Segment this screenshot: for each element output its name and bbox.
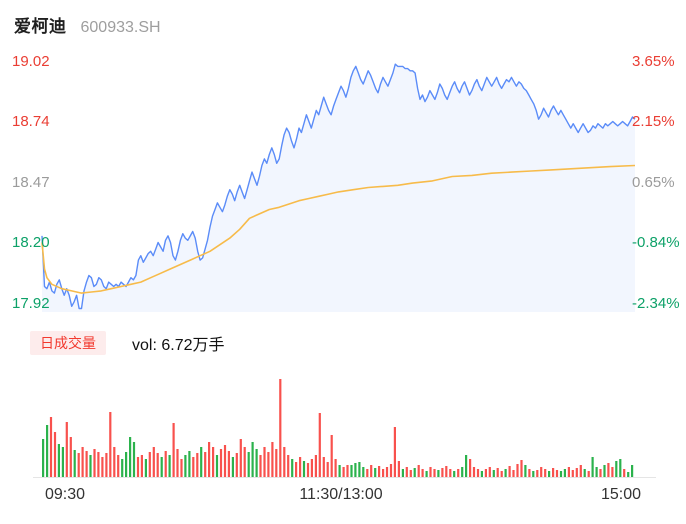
stock-code: 600933.SH bbox=[80, 19, 161, 36]
pct-tick-high: 3.65% bbox=[632, 53, 675, 70]
volume-total-value: vol: 6.72万手 bbox=[132, 337, 225, 354]
time-tick-close: 15:00 bbox=[600, 486, 641, 503]
price-tick-lower: 18.20 bbox=[12, 234, 50, 251]
stock-name: 爱柯迪 bbox=[14, 17, 67, 36]
time-tick-midday: 11:30/13:00 bbox=[299, 486, 383, 503]
price-tick-mid: 18.47 bbox=[12, 174, 50, 191]
volume-legend-badge: 日成交量 bbox=[30, 331, 106, 355]
chart-header: 爱柯迪 600933.SH bbox=[14, 12, 161, 37]
price-tick-low: 17.92 bbox=[12, 295, 50, 312]
price-tick-upper: 18.74 bbox=[12, 113, 50, 130]
price-tick-high: 19.02 bbox=[12, 53, 50, 70]
pct-tick-upper: 2.15% bbox=[632, 113, 675, 130]
pct-tick-mid: 0.65% bbox=[632, 174, 675, 191]
pct-tick-lower: -0.84% bbox=[632, 234, 680, 251]
pct-tick-low: -2.34% bbox=[632, 295, 680, 312]
time-tick-open: 09:30 bbox=[45, 486, 86, 503]
volume-header-row: 日成交量 vol: 6.72万手 bbox=[30, 331, 225, 355]
